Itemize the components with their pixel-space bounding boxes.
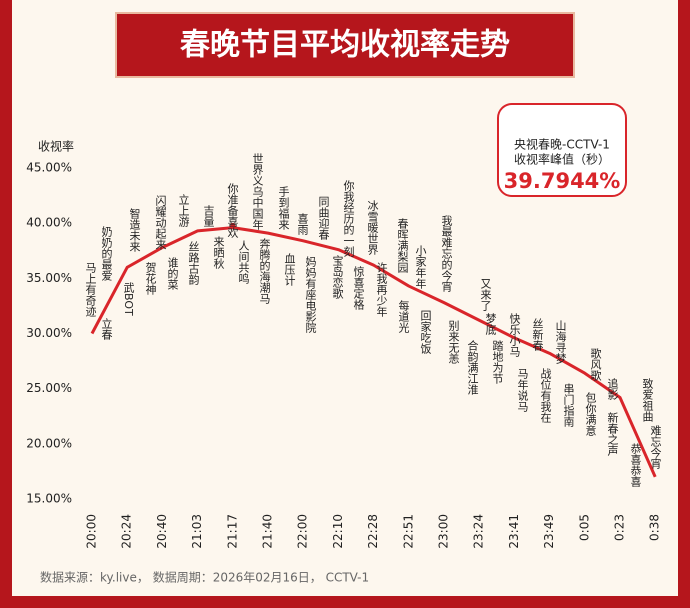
program-label: 来晒秋: [212, 236, 225, 270]
program-label: 追影: [606, 377, 619, 400]
y-tick-label: 45.00%: [26, 161, 72, 175]
source-note: 数据来源：ky.live， 数据周期：2026年02月16日， CCTV-1: [40, 570, 369, 585]
callout-subtitle: 收视率峰值（秒）: [514, 152, 610, 167]
program-label: 回家吃饭: [419, 310, 432, 355]
x-tick-label: 20:00: [85, 514, 99, 549]
program-label: 串门指南: [562, 383, 575, 427]
x-tick-label: 0:23: [613, 514, 627, 541]
program-label: 丝新春: [531, 318, 544, 352]
program-label: 同曲迎春: [317, 196, 330, 241]
x-tick-label: 0:38: [648, 514, 662, 541]
program-label: 妈妈有座电影院: [304, 255, 317, 333]
y-tick-label: 40.00%: [26, 216, 72, 230]
peak-marker: [230, 222, 236, 228]
program-label: 谁的菜: [166, 257, 179, 291]
program-label: 战位有我在: [539, 368, 552, 423]
x-tick-label: 21:17: [225, 514, 239, 549]
program-label: 快乐小马: [508, 313, 521, 358]
y-tick-label: 15.00%: [26, 491, 72, 505]
program-label: 许我再少年: [375, 262, 388, 317]
program-label: 别来无恙: [447, 320, 460, 364]
x-tick-label: 22:28: [366, 514, 380, 549]
x-tick-label: 20:40: [155, 514, 169, 549]
program-label: 闪耀动起来: [154, 194, 167, 250]
x-tick-label: 23:41: [507, 514, 521, 549]
x-tick-label: 20:24: [120, 514, 134, 549]
program-label: 春晖满梨园: [396, 218, 409, 274]
program-label: 贺花神: [144, 262, 157, 296]
x-tick-label: 22:00: [296, 514, 310, 549]
program-label: 世界义乌中国年: [251, 153, 264, 230]
callout-box: [497, 103, 627, 197]
program-label: 奔腾的海潮马: [258, 238, 271, 305]
program-label: 手到福来: [277, 185, 290, 230]
program-label: 歌风歌: [589, 347, 602, 382]
callout-title: 央视春晚-CCTV-1: [514, 137, 610, 152]
program-label: 人间共鸣: [237, 240, 250, 285]
program-label: 马上有奇迹: [84, 262, 97, 317]
program-label: 奶奶的最爱: [100, 225, 113, 281]
y-tick-label: 35.00%: [26, 271, 72, 285]
program-label: 我最难忘的今宵: [440, 215, 453, 293]
x-tick-label: 21:40: [261, 514, 275, 549]
x-tick-label: 22:10: [331, 514, 345, 549]
program-label: 恭喜恭喜: [629, 443, 642, 487]
background: [12, 0, 678, 596]
program-label: 立上游: [177, 193, 190, 227]
x-tick-label: 23:24: [472, 514, 486, 549]
title-banner: [115, 12, 575, 78]
program-label: 致爱祖曲: [641, 377, 654, 422]
x-tick-label: 23:00: [437, 514, 451, 549]
program-label: 智造未来: [128, 207, 141, 252]
program-label: 马年说马: [516, 368, 529, 413]
x-tick-label: 23:49: [542, 514, 556, 549]
program-label: 宝岛恋歌: [331, 254, 344, 300]
line: [90, 226, 657, 478]
program-label: 喜雨: [296, 213, 309, 236]
program-label: 你我经历的一刻: [342, 180, 355, 258]
x-tick-label: 0:05: [577, 514, 591, 541]
callout-value: 39.7944%: [504, 169, 621, 193]
program-label: 丝路古韵: [187, 241, 200, 286]
program-label: 武BOT: [122, 282, 135, 316]
program-label: 难忘今宵: [649, 425, 662, 470]
program-label: 立春: [100, 317, 113, 341]
program-label: 又来了: [479, 278, 492, 311]
x-tick-label: 21:03: [190, 514, 204, 549]
program-label: 你准备喜欢: [226, 183, 239, 239]
y-tick-label: 25.00%: [26, 381, 72, 395]
program-label: 山海寻梦: [554, 320, 567, 365]
program-label: 吉量: [202, 205, 215, 227]
program-label: 踏地为节: [491, 339, 504, 384]
program-label: 小家年年: [414, 245, 427, 289]
program-label: 新春之声: [606, 411, 619, 457]
program-label: 惊喜定格: [352, 265, 365, 311]
program-label: 血压计: [283, 252, 296, 287]
chart-title: 春晚节目平均收视率走势: [180, 28, 510, 63]
x-tick-label: 22:51: [401, 514, 415, 549]
y-tick-label: 20.00%: [26, 436, 72, 450]
program-label: 每道光: [397, 299, 410, 334]
program-label: 合韵满江淮: [466, 339, 479, 395]
y-axis-label: 收视率: [38, 139, 74, 154]
program-label: 冰雪暖世界: [366, 200, 379, 256]
y-tick-label: 30.00%: [26, 326, 72, 340]
program-label: 包你满意: [584, 392, 597, 436]
program-label: 梦底: [484, 313, 497, 335]
